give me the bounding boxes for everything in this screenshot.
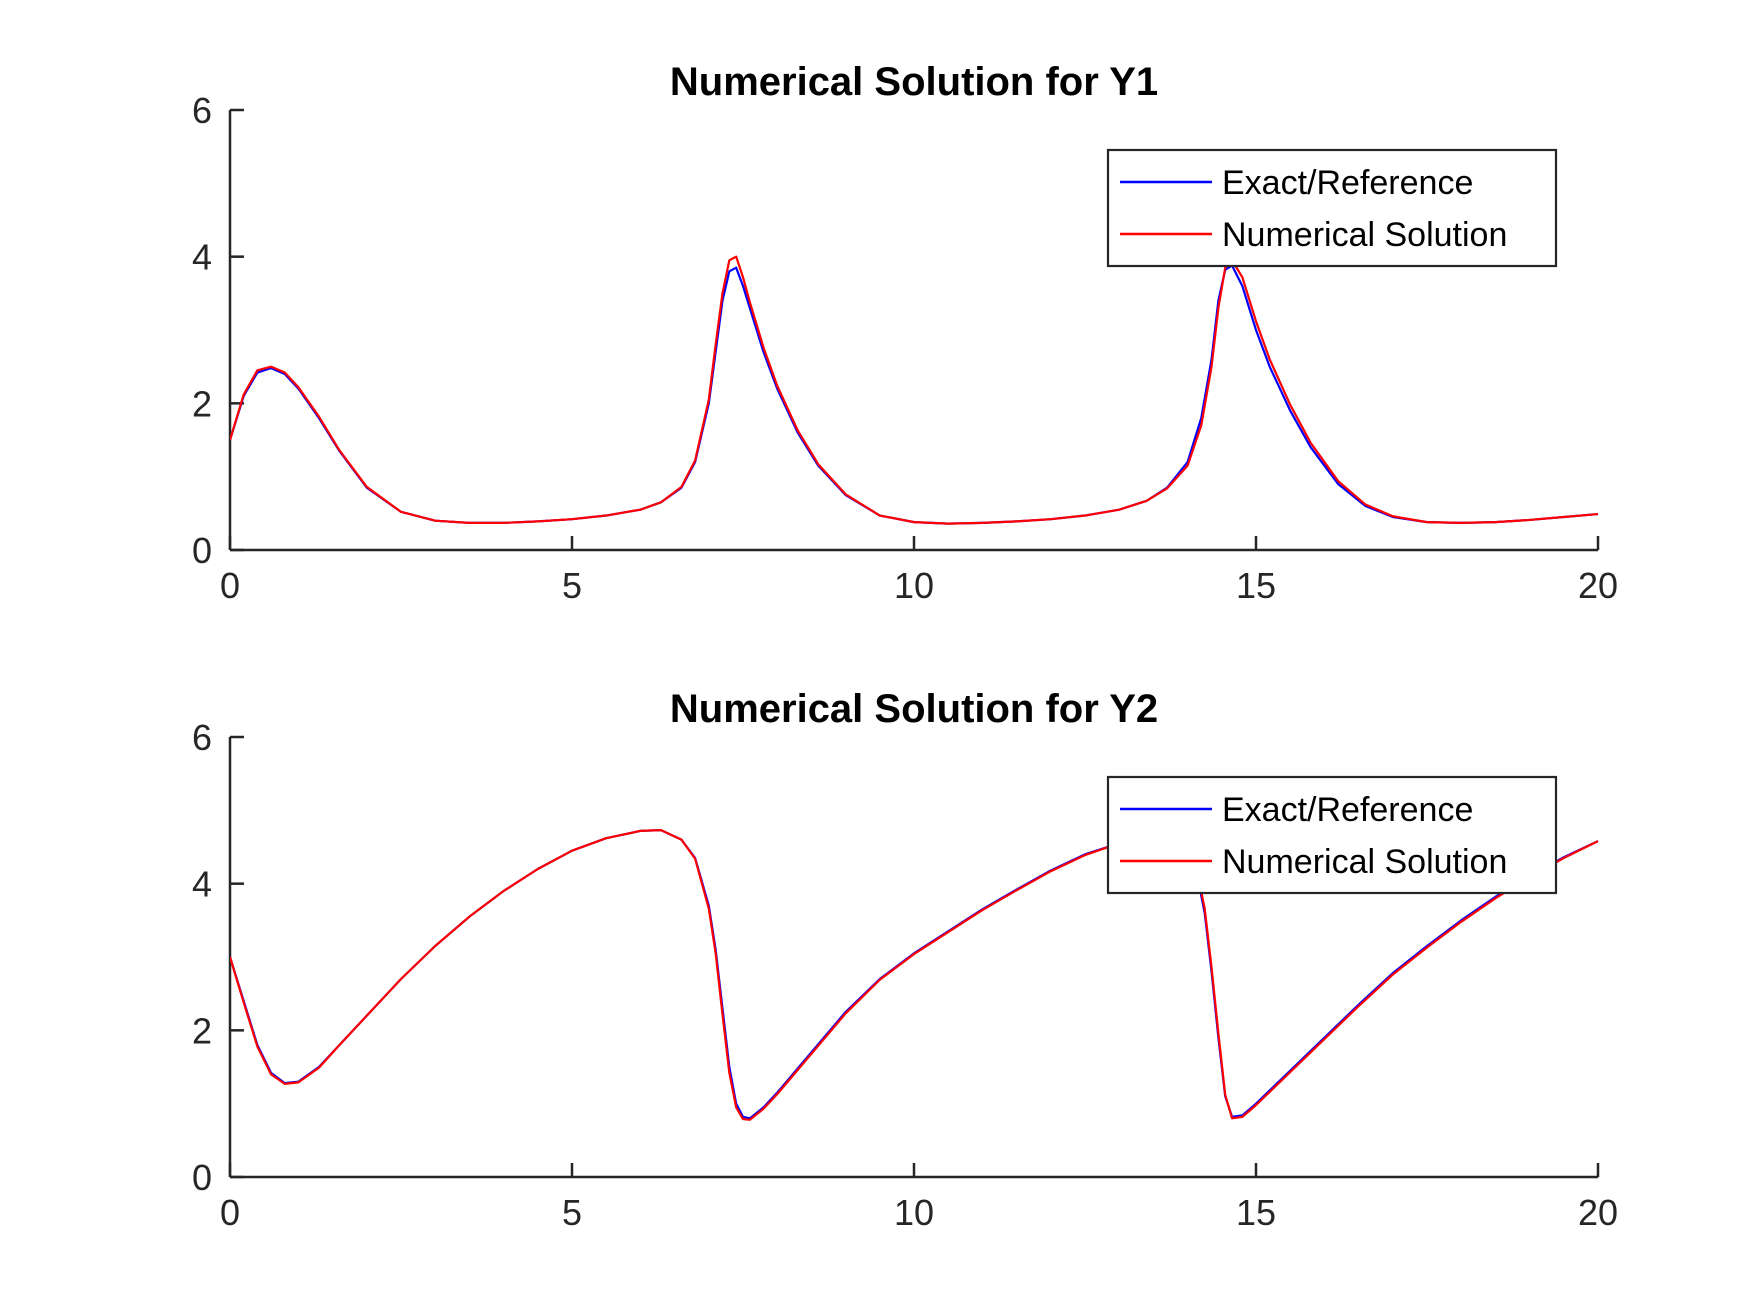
legend-label: Numerical Solution [1222, 843, 1507, 881]
subplot-y1: Numerical Solution for Y1 0 5 10 15 20 0 2 4 6 Ex… [192, 60, 1618, 606]
series-numerical-solution-line [230, 829, 1599, 1121]
legend-label: Exact/Reference [1222, 164, 1473, 202]
y-tick-label: 6 [192, 90, 212, 131]
x-tick-label: 5 [562, 565, 582, 606]
subplot-y2: Numerical Solution for Y2 0 5 10 15 20 0 2 4 6 Ex… [192, 687, 1618, 1233]
legend: Exact/Reference Numerical Solution [1106, 775, 1558, 895]
x-tick-label: 5 [562, 1192, 582, 1233]
x-tick-label: 20 [1578, 1192, 1618, 1233]
legend-box [1106, 148, 1558, 268]
x-tick-label: 0 [220, 1192, 240, 1233]
y-tick-label: 0 [192, 530, 212, 571]
y-tick-label: 2 [192, 1010, 212, 1051]
legend-label: Exact/Reference [1222, 791, 1473, 829]
legend-label: Numerical Solution [1222, 216, 1507, 254]
x-tick-label: 15 [1236, 1192, 1276, 1233]
x-tick-label: 10 [894, 1192, 934, 1233]
y-tick-label: 0 [192, 1157, 212, 1198]
x-tick-label: 20 [1578, 565, 1618, 606]
chart-title: Numerical Solution for Y1 [670, 60, 1158, 104]
x-tick-label: 10 [894, 565, 934, 606]
series-numerical-solution-line [230, 255, 1599, 525]
chart-title: Numerical Solution for Y2 [670, 687, 1158, 731]
y-tick-label: 4 [192, 864, 212, 905]
x-tick-label: 15 [1236, 565, 1276, 606]
series-exact-reference-line [230, 264, 1599, 525]
y-tick-label: 4 [192, 237, 212, 278]
y-tick-label: 6 [192, 717, 212, 758]
y-tick-label: 2 [192, 383, 212, 424]
legend-box [1106, 775, 1558, 895]
x-tick-label: 0 [220, 565, 240, 606]
legend: Exact/Reference Numerical Solution [1106, 148, 1558, 268]
